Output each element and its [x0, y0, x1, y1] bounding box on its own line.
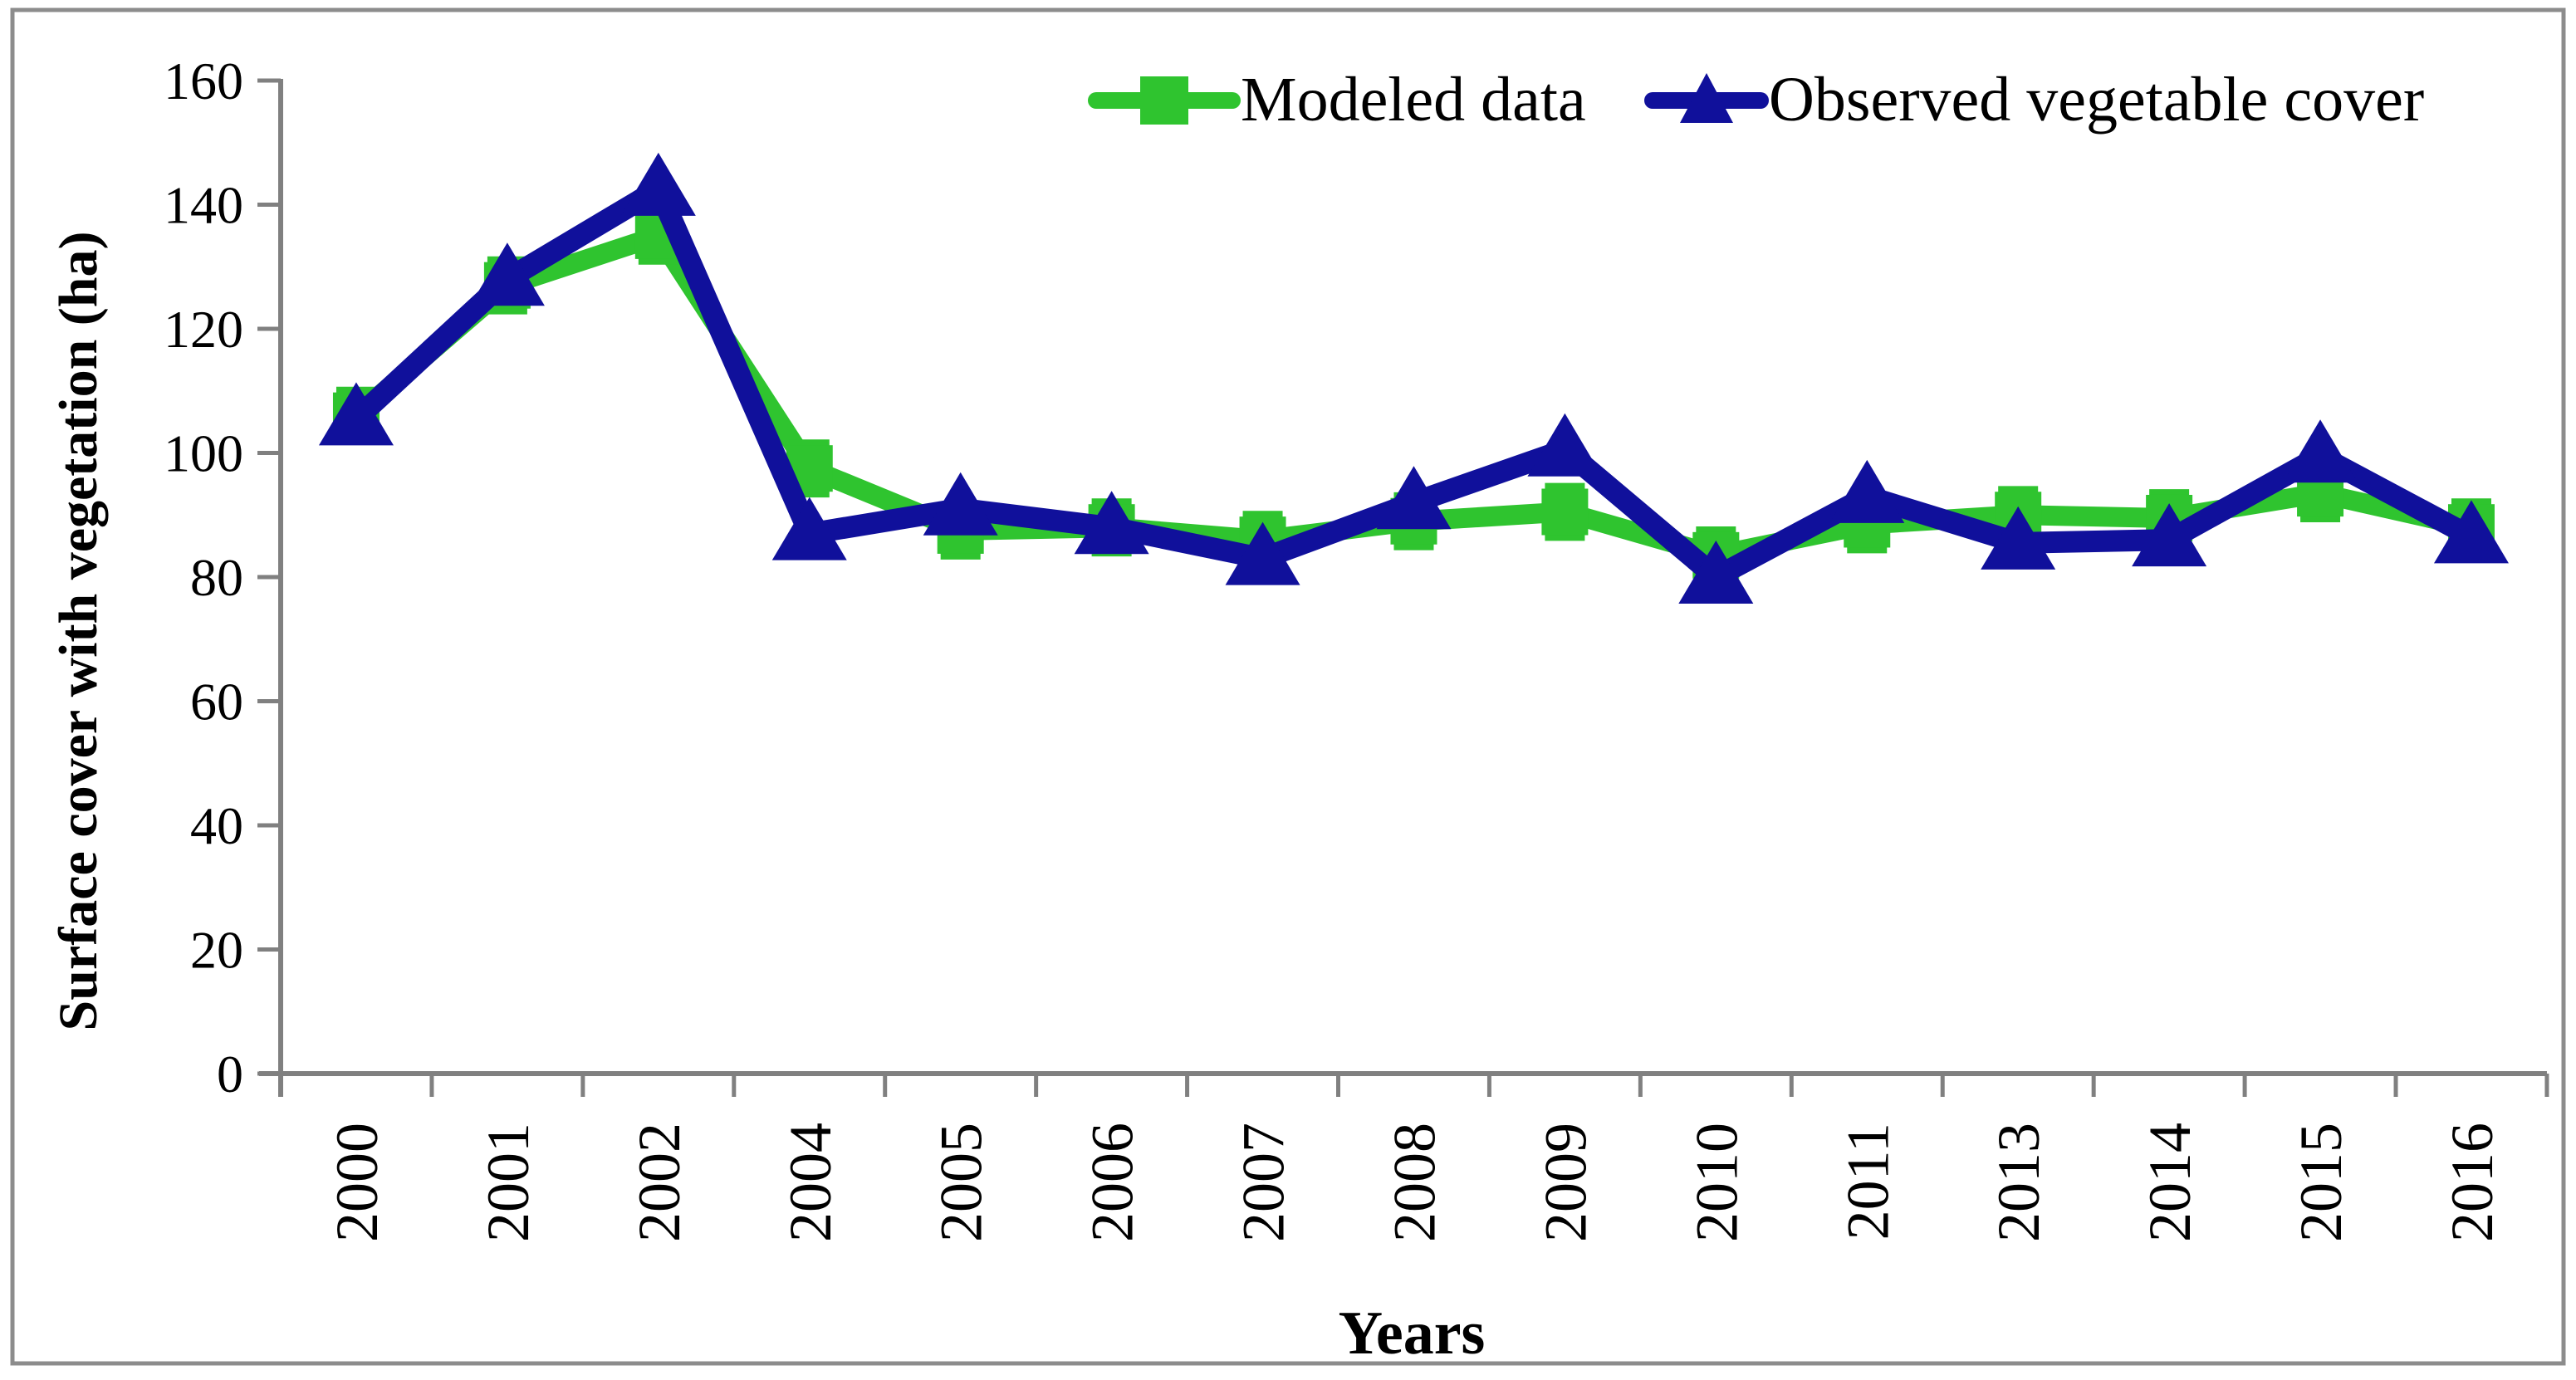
x-tick-label: 2001 — [475, 1123, 541, 1242]
data-point-marker-triangle — [1678, 541, 1754, 604]
series-observed-vegetable-cover — [318, 152, 2509, 604]
data-point-marker-triangle — [2433, 500, 2509, 564]
data-point-marker-triangle — [1527, 413, 1603, 477]
x-tick-label: 2016 — [2439, 1123, 2505, 1242]
x-tick-label: 2004 — [777, 1123, 844, 1242]
legend-label-modeled: Modeled data — [1241, 65, 1586, 135]
legend-item-modeled: Modeled data — [1088, 65, 1586, 135]
x-tick-label: 2011 — [1834, 1123, 1901, 1240]
data-point-marker-triangle — [620, 152, 696, 216]
data-point-marker-triangle — [1376, 466, 1452, 530]
data-point-marker-square — [1541, 488, 1589, 536]
data-point-marker-triangle — [771, 497, 847, 560]
plot-series — [318, 152, 2509, 604]
x-tick-label: 2010 — [1683, 1123, 1750, 1242]
axes: 0 20 40 60 80 100 120 140 160 2000 2001 2002 2004 200… — [164, 51, 2549, 1242]
y-tick-label: 120 — [164, 300, 243, 359]
legend-label-observed: Observed vegetable cover — [1769, 65, 2424, 135]
data-point-marker-triangle — [1829, 459, 1905, 523]
y-tick-label: 140 — [164, 176, 243, 235]
data-point-marker-triangle — [318, 382, 394, 446]
x-tick-label: 2015 — [2288, 1123, 2354, 1242]
y-tick-label: 60 — [190, 673, 243, 732]
x-tick-label: 2013 — [1986, 1123, 2052, 1242]
x-tick-label: 2006 — [1080, 1123, 1146, 1242]
legend: Modeled data Observed vegetable cover — [1088, 65, 2424, 135]
y-tick-label: 40 — [190, 796, 243, 855]
y-axis-title: Surface cover with vegetation (ha) — [48, 232, 109, 1031]
x-tick-label: 2000 — [324, 1123, 390, 1242]
x-axis-title: Years — [1339, 1299, 1486, 1368]
x-tick-label: 2014 — [2137, 1123, 2203, 1242]
y-tick-label: 100 — [164, 424, 243, 483]
x-tick-label: 2002 — [626, 1123, 693, 1242]
legend-square-marker-icon — [1140, 76, 1188, 125]
legend-triangle-marker-icon — [1680, 73, 1733, 123]
figure-border — [10, 7, 2566, 1366]
y-tick-label: 0 — [217, 1045, 243, 1104]
data-point-marker-triangle — [923, 472, 998, 536]
y-tick-label: 80 — [190, 548, 243, 607]
legend-item-observed: Observed vegetable cover — [1644, 65, 2424, 135]
x-tick-label: 2009 — [1532, 1123, 1599, 1242]
data-point-marker-triangle — [1981, 506, 2056, 570]
data-point-marker-triangle — [2283, 419, 2358, 483]
y-tick-label: 160 — [164, 51, 243, 110]
x-tick-label: 2005 — [928, 1123, 995, 1242]
data-point-marker-triangle — [1074, 491, 1149, 555]
y-tick-label: 20 — [190, 921, 243, 980]
x-tick-label: 2007 — [1231, 1123, 1297, 1242]
data-point-marker-triangle — [469, 242, 545, 306]
data-point-marker-triangle — [2132, 503, 2207, 567]
x-tick-label: 2008 — [1381, 1123, 1447, 1242]
data-point-marker-triangle — [1225, 521, 1300, 585]
